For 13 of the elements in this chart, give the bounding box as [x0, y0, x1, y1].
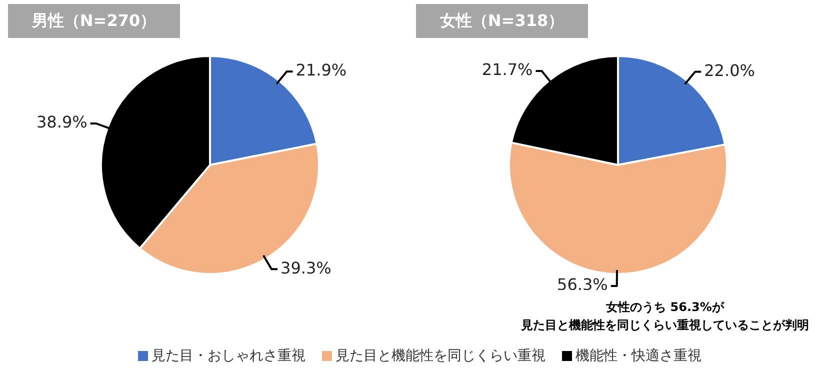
data-label: 39.3%: [280, 258, 332, 278]
data-label: 38.9%: [36, 112, 88, 132]
legend-label: 見た目・おしゃれさ重視: [152, 347, 306, 366]
legend-label: 見た目と機能性を同じくらい重視: [336, 347, 546, 366]
text: 女性のうち 56.3%が: [605, 299, 726, 316]
text: 見た目と機能性を同じくらい重視していることが判明: [520, 317, 810, 334]
data-label: 21.9%: [296, 60, 347, 80]
data-label: 56.3%: [557, 275, 608, 294]
data-label: 22.0%: [704, 60, 755, 80]
chart-title: 女性（N=318）: [416, 4, 588, 38]
legend-label: 機能性・快適さ重視: [576, 347, 702, 366]
data-label: 21.7%: [482, 60, 533, 80]
chart-title: 男性（N=270）: [8, 4, 180, 38]
